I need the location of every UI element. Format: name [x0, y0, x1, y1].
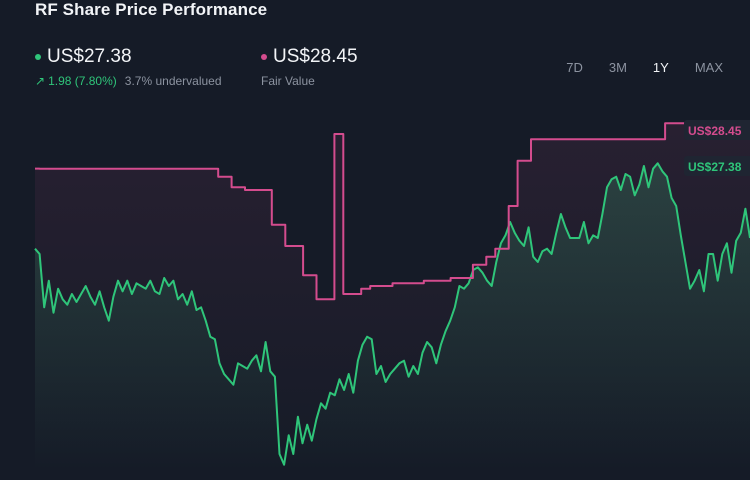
current-price-block: US$27.38 ↗ 1.98 (7.80%) 3.7% undervalued: [35, 46, 222, 88]
fair-value-line: [35, 122, 750, 301]
price-change-value: 1.98 (7.80%): [48, 74, 117, 88]
fair-value-value: US$28.45: [273, 46, 358, 67]
current-price-value: US$27.38: [47, 46, 132, 67]
fair-value-block: US$28.45 Fair Value: [261, 46, 358, 88]
tab-7d[interactable]: 7D: [566, 60, 583, 75]
fair-value-label: Fair Value: [261, 74, 315, 88]
share-price-line: [34, 162, 750, 466]
arrow-up-right-icon: ↗: [35, 74, 46, 88]
share-price-end-label-bg: [684, 156, 750, 176]
share-price-end-label: US$27.38: [688, 160, 742, 174]
fair-value-end-label: US$28.45: [688, 124, 742, 138]
price-change: ↗ 1.98 (7.80%): [35, 74, 117, 88]
share-price-dot: [35, 54, 41, 60]
fair-value-dot: [261, 54, 267, 60]
fair-value-end-label-bg: [684, 120, 750, 140]
fair-value-area: [35, 123, 750, 471]
tab-1y[interactable]: 1Y: [652, 60, 669, 75]
range-tabs: 7D 3M 1Y MAX: [553, 58, 736, 77]
page-title: RF Share Price Performance: [35, 0, 268, 19]
tab-3m[interactable]: 3M: [608, 60, 627, 75]
valuation-note: 3.7% undervalued: [124, 74, 222, 88]
tab-max[interactable]: MAX: [694, 60, 723, 75]
